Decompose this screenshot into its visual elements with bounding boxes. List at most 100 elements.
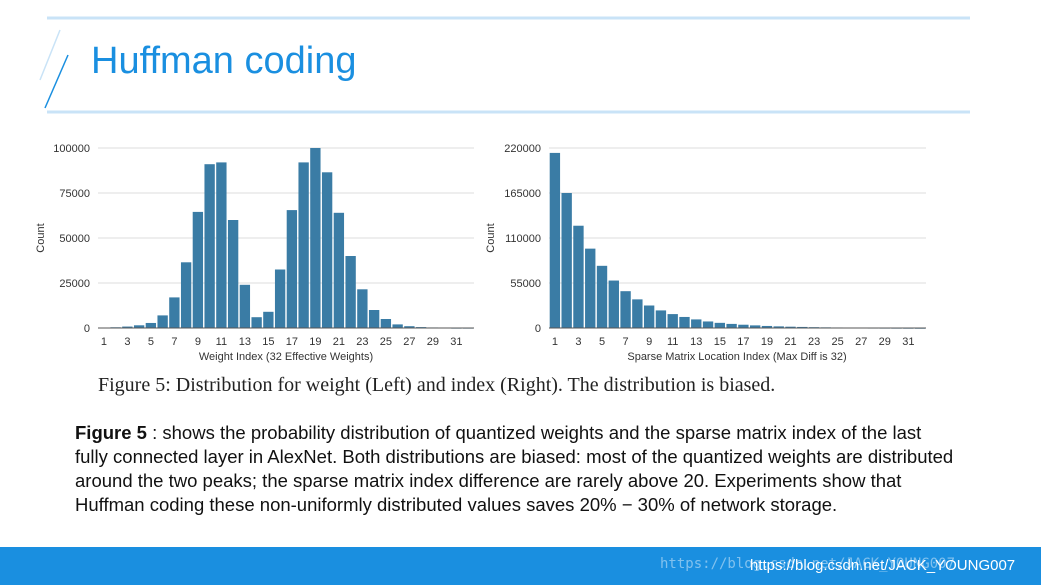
x-tick-label: 31 (902, 336, 914, 348)
x-tick-label: 13 (239, 336, 251, 348)
header-decoration (39, 16, 970, 114)
bar (585, 248, 596, 328)
y-axis-label: Count (35, 223, 47, 252)
bar (263, 311, 274, 328)
bar (714, 322, 726, 328)
slash-stroke-2 (44, 54, 69, 109)
bar (667, 314, 678, 328)
bar (180, 262, 192, 328)
x-tick-label: 15 (262, 336, 274, 348)
bar (239, 284, 251, 328)
bar (392, 324, 403, 328)
y-tick-label: 0 (84, 323, 90, 335)
x-tick-label: 1 (552, 336, 558, 348)
bar (785, 326, 796, 328)
bar (380, 319, 392, 328)
x-axis-label: Sparse Matrix Location Index (Max Diff i… (627, 351, 846, 363)
x-tick-label: 19 (761, 336, 773, 348)
y-tick-label: 165000 (504, 188, 541, 200)
description-text: : shows the probability distribution of … (75, 422, 954, 515)
bar (632, 299, 643, 328)
x-tick-label: 25 (832, 336, 844, 348)
x-axis-label: Weight Index (32 Effective Weights) (199, 351, 373, 363)
x-tick-label: 7 (171, 336, 177, 348)
description-paragraph: Figure 5 : shows the probability distrib… (75, 421, 955, 517)
bar (679, 316, 690, 328)
x-tick-label: 17 (286, 336, 298, 348)
x-tick-label: 23 (356, 336, 368, 348)
x-tick-label: 15 (714, 336, 726, 348)
bar (549, 152, 561, 328)
y-tick-label: 25000 (59, 278, 90, 290)
x-tick-label: 21 (784, 336, 796, 348)
x-tick-label: 5 (599, 336, 605, 348)
bar (608, 280, 619, 328)
bar (298, 162, 309, 328)
bar (797, 326, 808, 328)
y-tick-label: 220000 (504, 143, 541, 155)
y-tick-label: 50000 (59, 233, 90, 245)
bar (655, 310, 667, 328)
bar (169, 297, 180, 328)
x-tick-label: 5 (148, 336, 154, 348)
x-tick-label: 13 (690, 336, 702, 348)
x-tick-label: 9 (195, 336, 201, 348)
bar (738, 324, 749, 328)
watermark-faint: https://blog.csdn.net/JACK_YOUNG007 (660, 556, 956, 572)
bar (227, 220, 239, 328)
bar (274, 269, 286, 328)
x-tick-label: 11 (216, 336, 227, 348)
bar (404, 326, 415, 328)
bar (216, 162, 227, 328)
footer-bar (0, 547, 1041, 585)
bar (310, 148, 321, 328)
bar (368, 310, 380, 328)
bar (157, 315, 168, 328)
x-tick-label: 27 (403, 336, 415, 348)
bar (145, 322, 157, 328)
bar (702, 321, 714, 328)
x-tick-label: 1 (101, 336, 107, 348)
bar (286, 210, 298, 328)
bar (749, 325, 761, 328)
bar (561, 193, 572, 328)
x-tick-label: 29 (879, 336, 891, 348)
bar (133, 325, 145, 328)
slide-title: Huffman coding (91, 40, 357, 82)
bar (620, 291, 631, 328)
y-tick-label: 55000 (510, 278, 541, 290)
bar (726, 323, 737, 328)
x-tick-label: 7 (623, 336, 629, 348)
x-tick-label: 23 (808, 336, 820, 348)
bar (573, 225, 584, 328)
bar (643, 305, 655, 328)
x-tick-label: 29 (427, 336, 439, 348)
x-tick-label: 9 (646, 336, 652, 348)
x-tick-label: 31 (450, 336, 462, 348)
x-tick-label: 27 (855, 336, 867, 348)
x-tick-label: 25 (380, 336, 392, 348)
y-tick-label: 110000 (505, 233, 541, 245)
bar (761, 325, 773, 328)
watermark-url: https://blog.csdn.net/JACK_YOUNG007 (750, 557, 1016, 574)
x-tick-label: 3 (124, 336, 130, 348)
x-tick-label: 17 (737, 336, 749, 348)
figure-caption: Figure 5: Distribution for weight (Left)… (98, 374, 776, 396)
bar (204, 164, 215, 328)
bar (321, 172, 333, 328)
bar (122, 326, 133, 328)
bar (357, 289, 368, 328)
x-tick-label: 19 (309, 336, 321, 348)
bar (773, 326, 784, 328)
bar (345, 256, 356, 328)
bar (333, 212, 345, 328)
slash-stroke-1 (39, 29, 61, 81)
bar (251, 317, 262, 328)
y-tick-label: 100000 (53, 143, 90, 155)
x-tick-label: 11 (667, 336, 678, 348)
bar (691, 319, 702, 328)
x-tick-label: 3 (575, 336, 581, 348)
